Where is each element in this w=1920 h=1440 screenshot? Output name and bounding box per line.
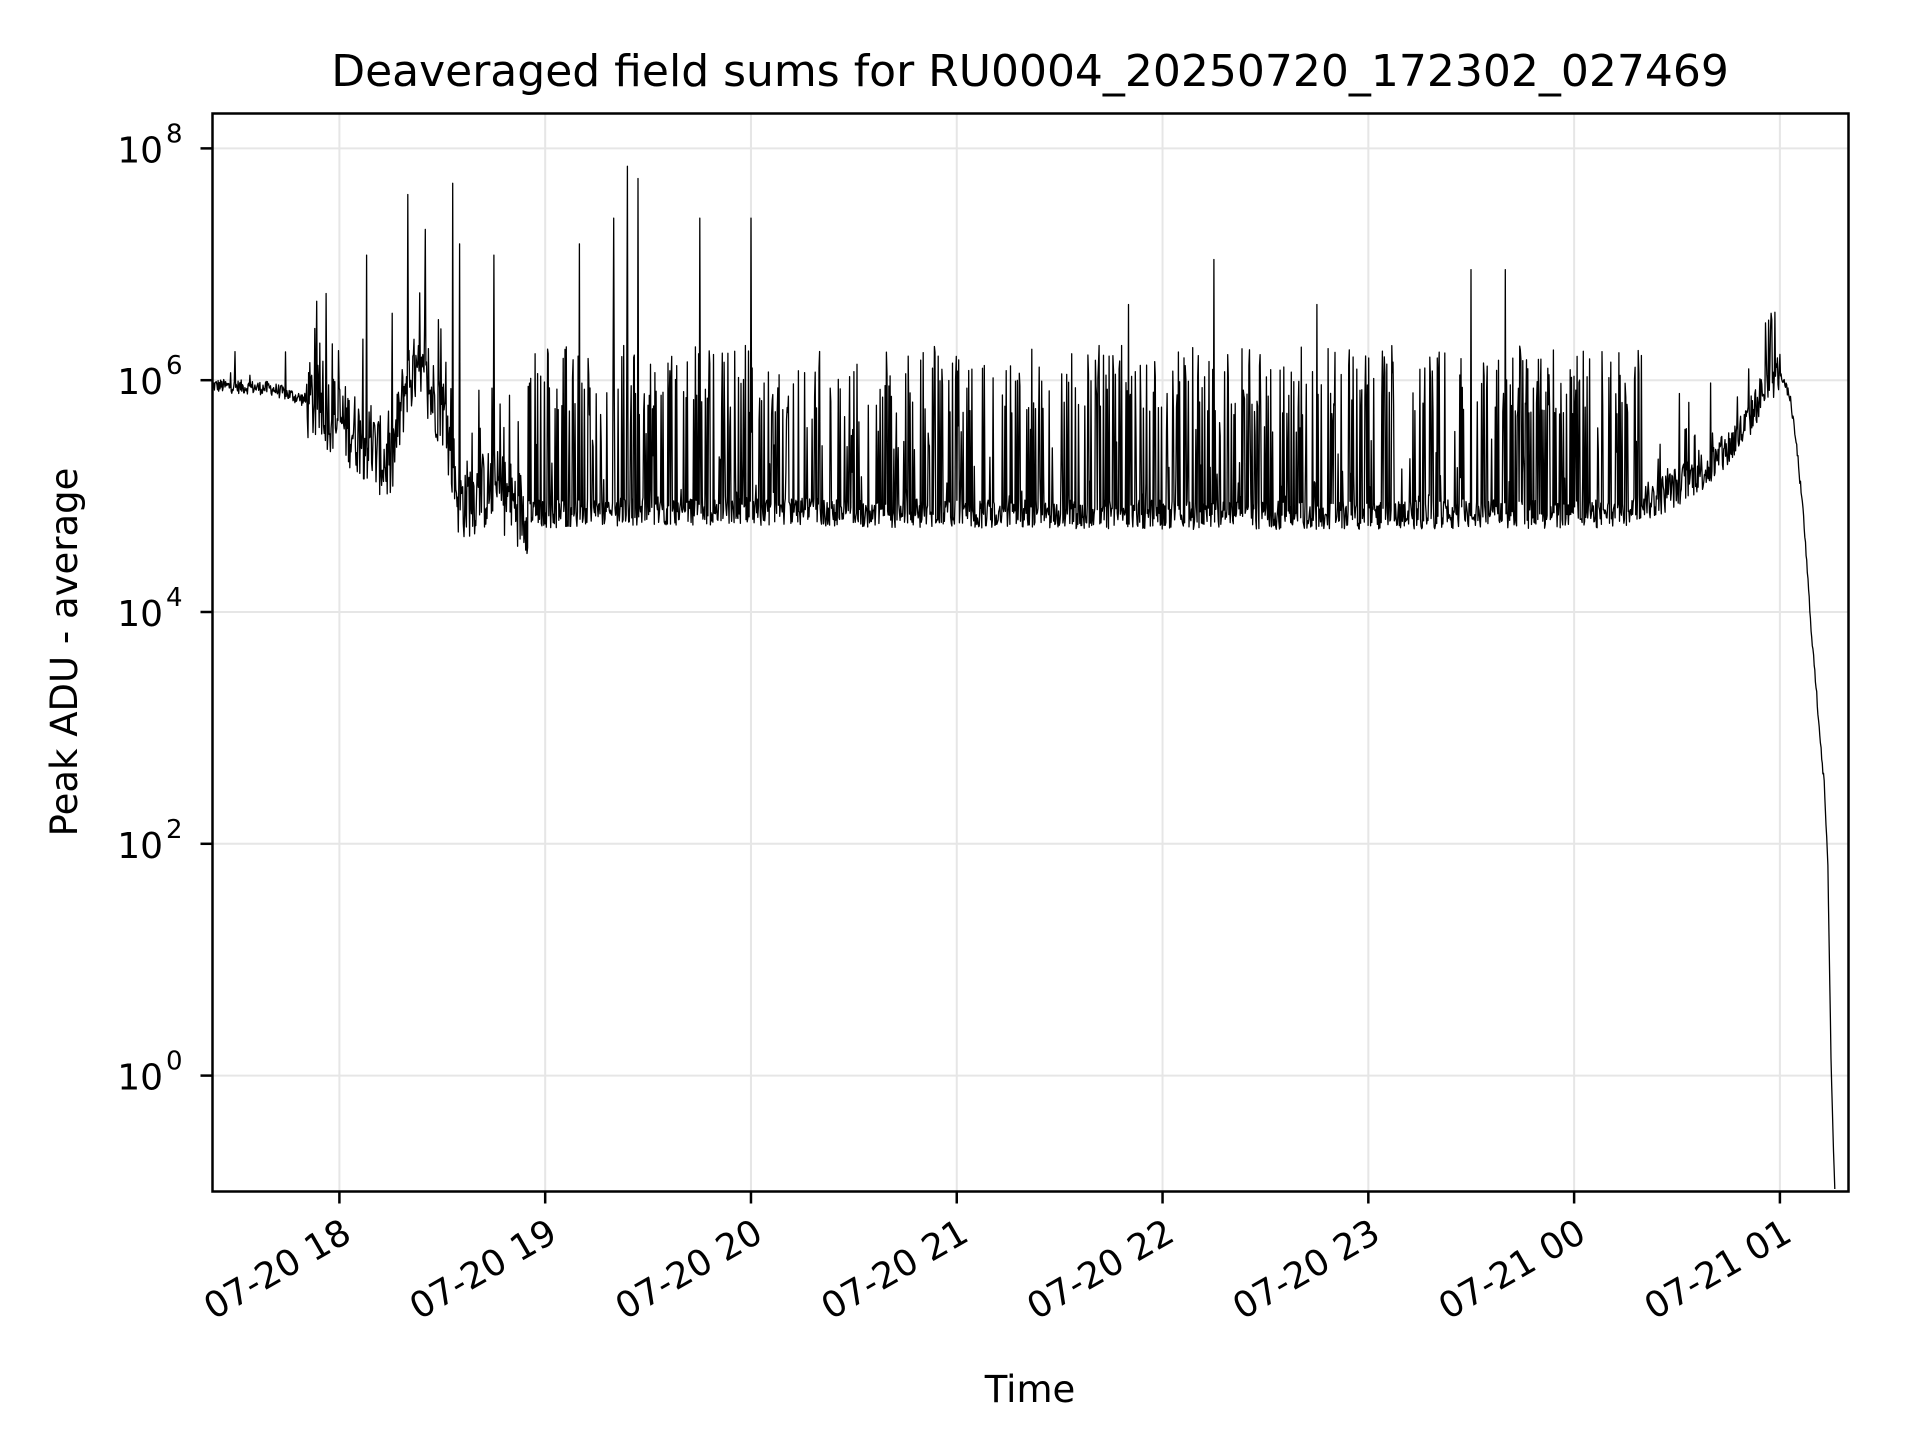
y-tick-label: 10 [117, 1058, 163, 1099]
x-axis-label: Time [984, 1368, 1076, 1411]
y-tick-exponent: 2 [166, 815, 183, 845]
y-tick-exponent: 6 [166, 351, 183, 381]
plot-frame [211, 112, 1850, 1193]
y-tick-exponent: 0 [166, 1047, 183, 1077]
y-tick-label: 10 [117, 826, 163, 867]
y-tick-exponent: 8 [166, 119, 183, 149]
y-tick-exponent: 4 [166, 583, 183, 613]
y-tick-label: 10 [117, 130, 163, 171]
data-layer [212, 165, 1836, 1190]
y-tick-label: 10 [117, 594, 163, 635]
chart-title: Deaveraged field sums for RU0004_2025072… [331, 46, 1729, 97]
y-axis-label: Peak ADU - average [43, 468, 86, 837]
y-tick-label: 10 [117, 362, 163, 403]
data-series-line [212, 165, 1836, 1190]
